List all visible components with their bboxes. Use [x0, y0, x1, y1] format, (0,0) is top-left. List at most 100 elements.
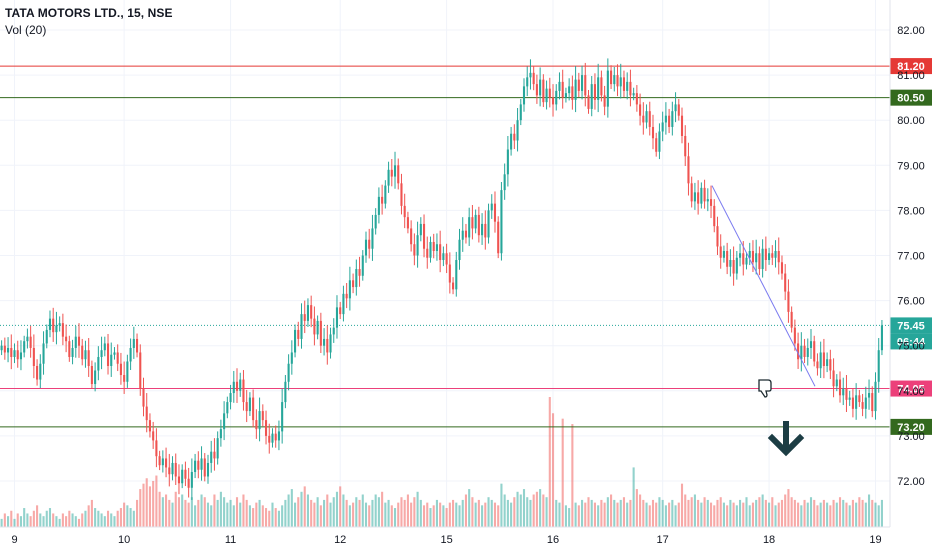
volume-bar — [384, 502, 387, 527]
candle-body — [94, 370, 97, 385]
candle-body — [787, 291, 790, 312]
price-level-tag[interactable] — [890, 380, 932, 397]
candle-body — [471, 217, 474, 229]
volume-bar — [729, 499, 732, 527]
volume-bar — [426, 502, 429, 527]
candle-body — [809, 341, 813, 348]
candle-body — [600, 77, 603, 96]
drawings[interactable] — [711, 185, 816, 457]
candle-body — [171, 462, 174, 475]
volume-bar — [703, 497, 706, 527]
volume-bar — [74, 516, 77, 527]
candle-body — [790, 311, 793, 328]
volume-bar — [3, 513, 6, 527]
price-level-tag[interactable] — [890, 317, 932, 334]
candle-body — [735, 257, 738, 274]
volume-bar — [477, 499, 480, 527]
volume-bar — [497, 505, 500, 527]
candle-body — [87, 350, 90, 366]
volume-bar — [313, 502, 316, 527]
price-level-tag[interactable] — [890, 89, 932, 106]
volume-bar — [310, 499, 313, 527]
volume-bar — [90, 499, 93, 527]
candle-body — [281, 402, 284, 432]
candle-body — [145, 406, 148, 421]
volume-bar — [655, 502, 658, 527]
candle-body — [242, 379, 245, 403]
volume-bar — [468, 489, 471, 527]
trendline[interactable] — [711, 185, 816, 387]
candle-body — [832, 370, 835, 387]
candle-body — [481, 223, 484, 236]
candle-body — [355, 269, 358, 288]
candle-body — [261, 411, 264, 421]
volume-bar — [123, 502, 126, 527]
price-levels[interactable]: 81.20 80.50 74.05 73.20 75.45 06:44 — [0, 58, 932, 435]
candle-body — [542, 79, 545, 103]
volume-bar — [603, 502, 606, 527]
candle-body — [545, 88, 548, 103]
candle-body — [693, 192, 696, 202]
candle-body — [10, 347, 13, 357]
volume-bar — [7, 516, 10, 527]
volume-bar — [684, 494, 687, 527]
candle-body — [719, 246, 722, 258]
candle-body — [152, 431, 155, 441]
volume-bar — [606, 497, 609, 527]
volume-bar — [664, 505, 667, 527]
candle-body — [664, 115, 667, 123]
candle-body — [516, 120, 519, 141]
volume-bar — [558, 502, 561, 527]
candle-body — [822, 352, 825, 366]
volume-bar — [374, 494, 377, 527]
volume-bar — [371, 499, 374, 527]
candle-body — [800, 345, 803, 360]
volume-bar — [181, 494, 184, 527]
candle-body — [484, 223, 487, 238]
candle-body — [445, 253, 448, 265]
volume-bar — [364, 502, 368, 527]
volume-bar — [316, 497, 319, 527]
candle-body — [603, 95, 606, 107]
candle-body — [335, 307, 339, 328]
volume-bar — [693, 494, 696, 527]
volume-bar — [77, 518, 81, 527]
candle-body — [435, 244, 438, 251]
candle-body — [174, 462, 177, 477]
volume-bar — [648, 505, 651, 527]
volume-bar — [184, 499, 187, 527]
volume-bar — [764, 499, 767, 527]
volume-bar — [84, 510, 87, 527]
candle-body — [155, 440, 158, 457]
candle-body — [316, 320, 319, 335]
candle-body — [422, 223, 426, 249]
price-axis[interactable]: 72.00 73.00 74.00 75.00 76.00 77.00 78.00 79.00… — [889, 0, 925, 527]
volume-bar — [864, 502, 867, 527]
candle-body — [522, 86, 526, 105]
candle-body — [722, 250, 725, 258]
candle-body — [458, 239, 461, 261]
price-level-tag[interactable] — [890, 58, 932, 75]
price-level-tag[interactable] — [890, 418, 932, 435]
candle-body — [858, 395, 861, 403]
price-tick-label: 80.00 — [897, 115, 925, 127]
volume-bar — [732, 502, 735, 527]
candle-body — [348, 280, 351, 299]
candle-body — [116, 352, 119, 364]
candle-body — [493, 203, 497, 222]
candle-body — [268, 435, 271, 443]
volume-bar — [551, 413, 555, 527]
volume-bar — [345, 499, 348, 527]
price-level-label: 73.20 — [897, 422, 925, 434]
candle-body — [381, 196, 384, 204]
volume-bar — [668, 502, 671, 527]
volume-bar — [529, 499, 532, 527]
volume-bar — [42, 516, 45, 527]
time-axis[interactable]: 9101112151617181922 — [0, 526, 932, 546]
candle-body — [339, 307, 342, 315]
candle-body — [426, 248, 429, 258]
candle-body — [203, 458, 206, 477]
candle-body — [619, 77, 622, 87]
